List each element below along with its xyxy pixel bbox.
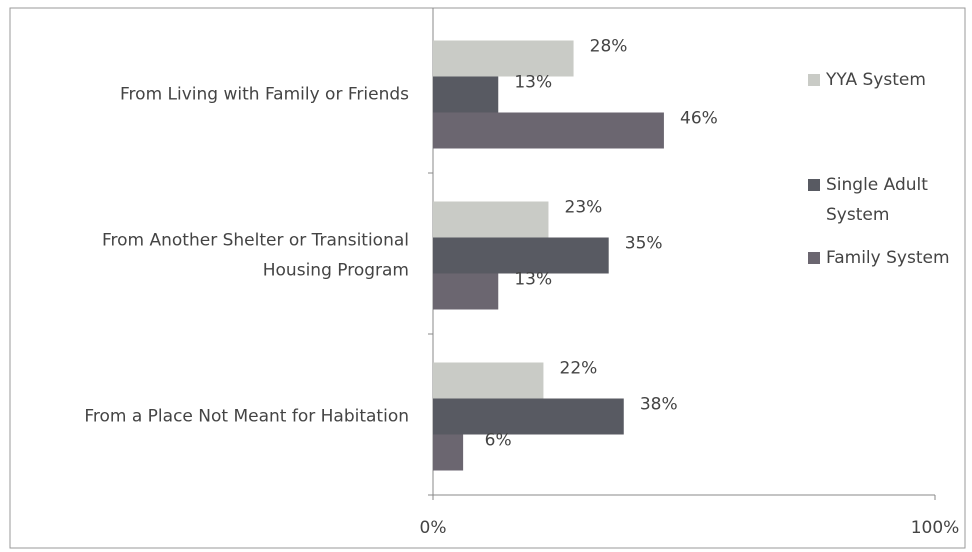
legend-label: Family System	[826, 248, 950, 268]
bar	[433, 434, 464, 471]
category-label: From Another Shelter or Transitional Hous…	[102, 231, 409, 281]
legend-label: Single Adult System	[826, 175, 928, 225]
bar	[433, 201, 549, 238]
x-tick-label: 100%	[911, 518, 960, 538]
bar	[433, 112, 664, 149]
value-label: 6%	[485, 431, 512, 451]
category-label: From a Place Not Meant for Habitation	[84, 407, 409, 427]
legend-swatch	[808, 252, 820, 264]
legend-swatch	[808, 74, 820, 86]
value-label: 35%	[625, 234, 663, 254]
bar	[433, 237, 609, 274]
category-label: From Living with Family or Friends	[120, 85, 409, 105]
value-label: 22%	[560, 359, 598, 379]
value-label: 23%	[565, 198, 603, 218]
bar	[433, 362, 544, 399]
bar	[433, 76, 499, 113]
legend-swatch	[808, 179, 820, 191]
bar	[433, 398, 624, 435]
bar	[433, 40, 574, 77]
bar	[433, 273, 499, 310]
value-label: 28%	[590, 37, 628, 57]
legend-label: YYA System	[825, 70, 926, 90]
value-label: 46%	[680, 109, 718, 129]
value-label: 13%	[514, 73, 552, 93]
value-label: 13%	[514, 270, 552, 290]
x-tick-label: 0%	[420, 518, 447, 538]
value-label: 38%	[640, 395, 678, 415]
